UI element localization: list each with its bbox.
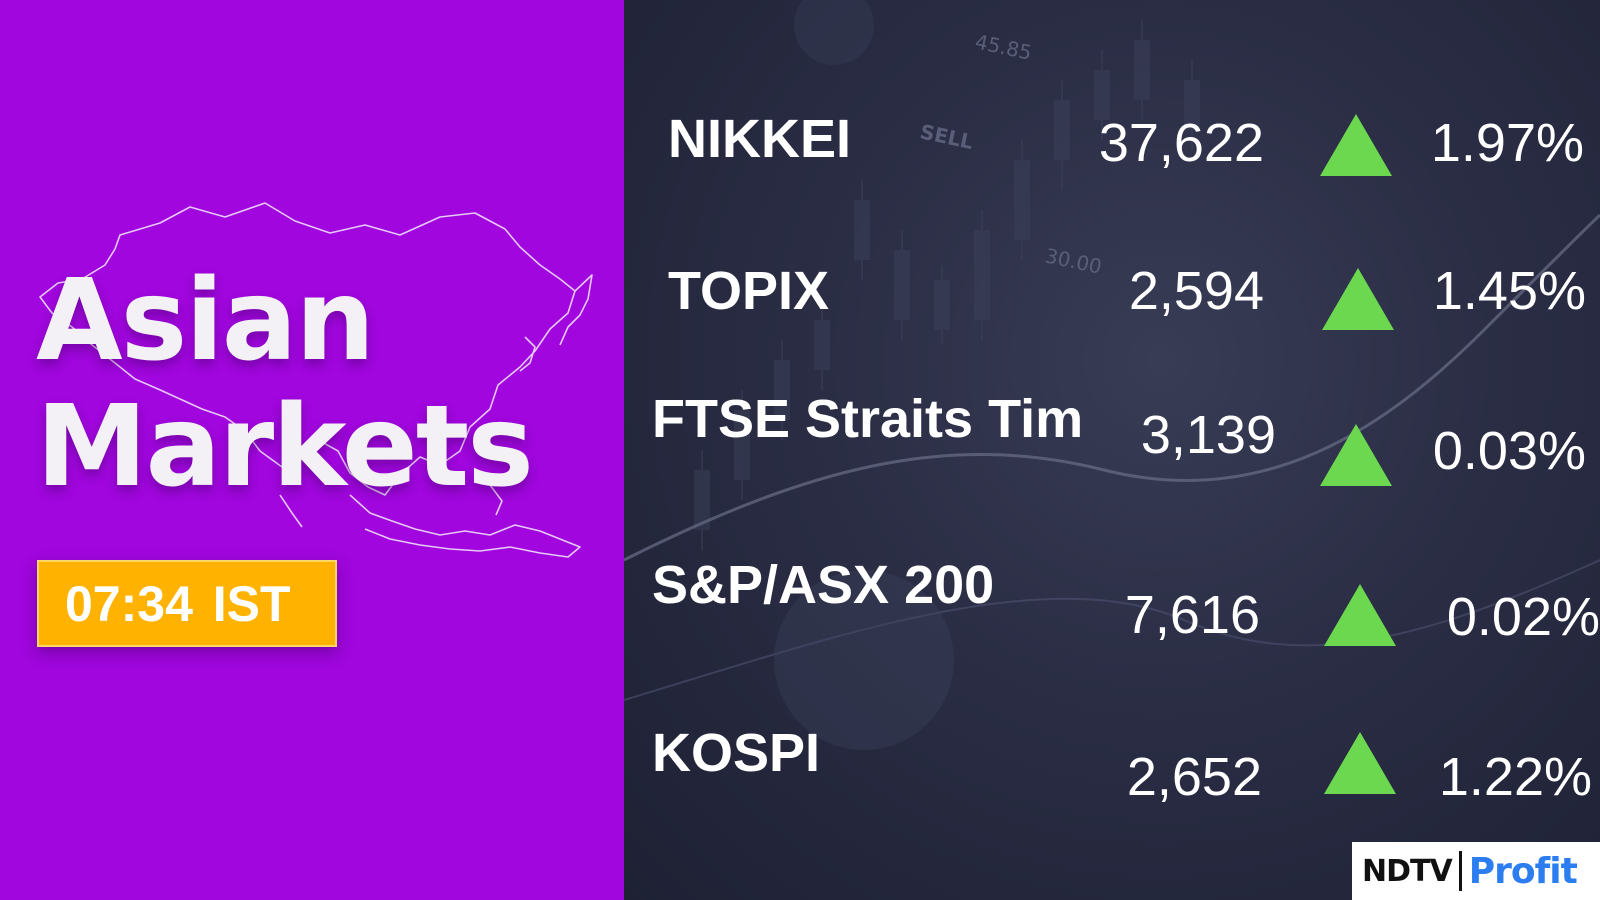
market-value: 7,616 (1124, 585, 1260, 645)
candlestick-background: 45.85 SELL 30.00 (624, 0, 1600, 750)
market-value: 2,652 (1126, 747, 1262, 807)
market-change: 0.02% (1446, 587, 1600, 647)
up-arrow-icon (1320, 114, 1392, 176)
logo-brand: NDTV (1362, 853, 1453, 889)
markets-panel: 45.85 SELL 30.00 NIKKEI 37,622 1.97% TOP… (624, 0, 1600, 900)
market-value: 37,622 (1098, 113, 1264, 173)
market-value: 3,139 (1140, 405, 1276, 465)
headline-line-1: Asian (36, 256, 375, 386)
market-name: NIKKEI (668, 109, 852, 169)
logo-divider (1458, 851, 1462, 891)
up-arrow-icon (1324, 584, 1396, 646)
market-name: TOPIX (668, 261, 830, 321)
market-name: S&P/ASX 200 (652, 555, 995, 615)
bg-price-top: 45.85 (973, 29, 1034, 64)
title-panel: Asian Markets 07:34 IST (0, 0, 624, 900)
headline-line-2: Markets (36, 382, 534, 512)
market-row-nikkei: NIKKEI 37,622 1.97% (624, 104, 1600, 224)
market-change: 1.45% (1432, 261, 1586, 321)
market-row-sp-asx-200: S&P/ASX 200 7,616 0.02% (624, 554, 1600, 674)
time-badge: 07:34 IST (37, 560, 337, 647)
ndtv-profit-logo: NDTV Profit (1352, 842, 1600, 900)
market-row-topix: TOPIX 2,594 1.45% (624, 254, 1600, 374)
market-name: KOSPI (652, 723, 821, 783)
asia-map-outline (39, 202, 593, 558)
market-change: 1.22% (1438, 747, 1592, 807)
headline: Asian Markets (36, 256, 534, 512)
up-arrow-icon (1324, 732, 1396, 794)
up-arrow-icon (1322, 268, 1394, 330)
up-arrow-icon (1320, 424, 1392, 486)
market-value: 2,594 (1128, 261, 1264, 321)
market-name: FTSE Straits Tim (652, 389, 1084, 449)
market-row-ftse-straits-times: FTSE Straits Tim 3,139 0.03% (624, 388, 1600, 508)
market-row-kospi: KOSPI 2,652 1.22% (624, 722, 1600, 842)
market-change: 1.97% (1430, 113, 1584, 173)
logo-product: Profit (1468, 850, 1578, 892)
market-change: 0.03% (1432, 421, 1586, 481)
